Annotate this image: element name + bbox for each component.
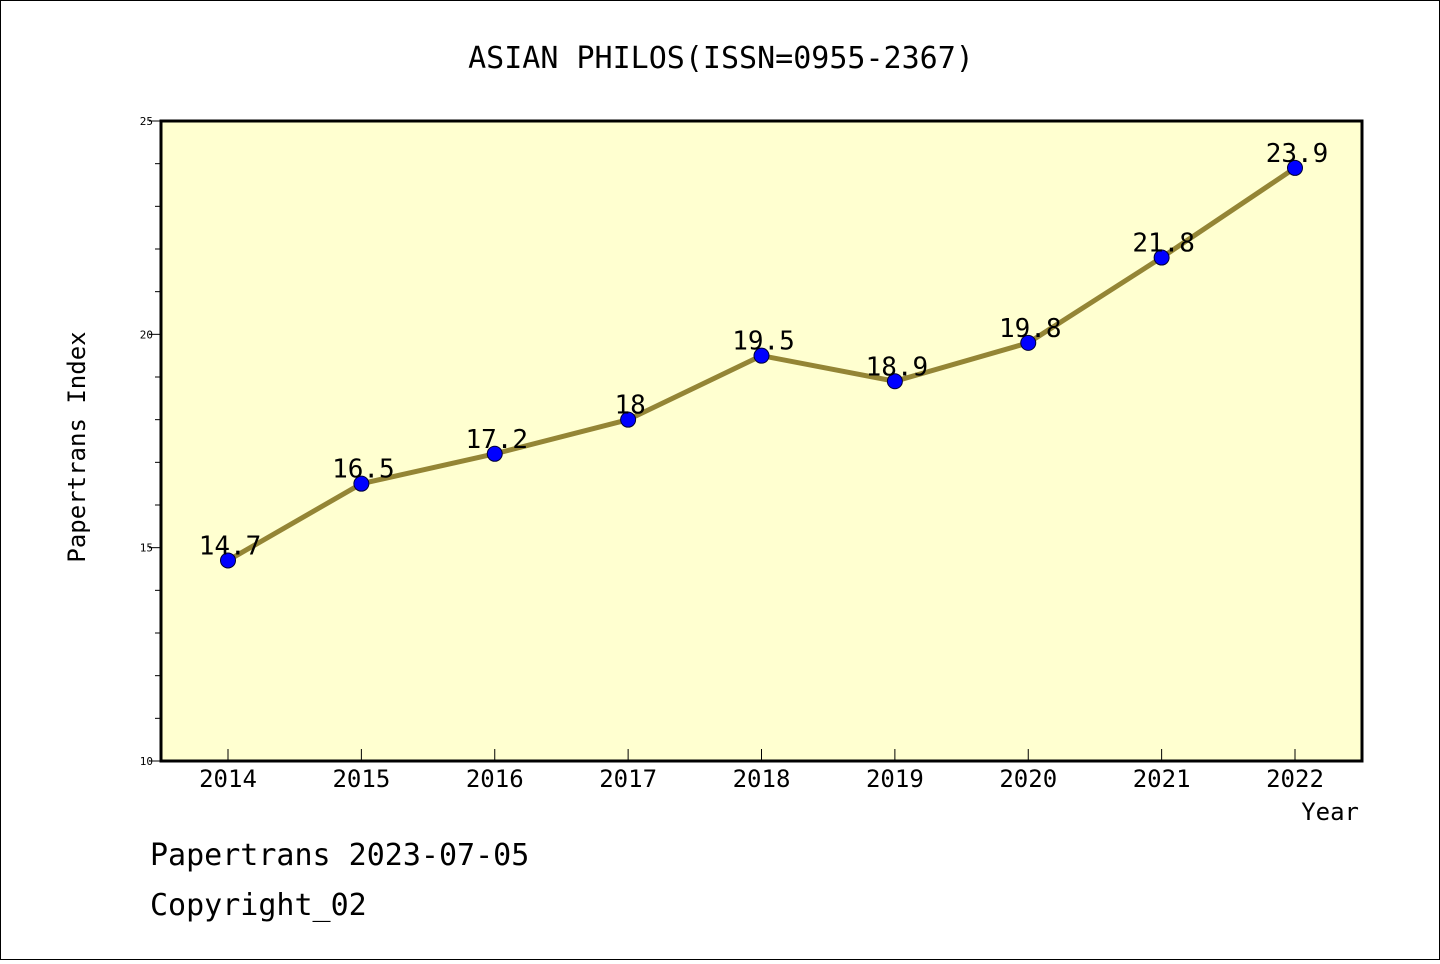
y-tick-label: 25 [140, 115, 153, 128]
y-tick-label: 15 [140, 542, 153, 555]
data-point [353, 475, 370, 492]
data-label: 16.5 [332, 455, 395, 485]
data-label: 19.5 [732, 327, 795, 357]
y-axis: 10 15 20 25 [140, 115, 161, 768]
series-layer [220, 159, 1303, 569]
data-label: 18 [614, 391, 645, 421]
data-point [1020, 334, 1037, 351]
x-tick-label: 2020 [999, 765, 1057, 793]
x-tick-label: 2017 [599, 765, 657, 793]
x-tick-label: 2014 [199, 765, 257, 793]
y-axis-label: Papertrans Index [63, 331, 91, 562]
x-tick-label: 2022 [1266, 765, 1324, 793]
data-point [1287, 159, 1303, 176]
x-tick-label: 2016 [466, 765, 524, 793]
footer-copyright: Copyright_02 [150, 888, 367, 923]
x-axis: 2014 2015 2016 2017 2018 2019 2020 2021 2022 [199, 749, 1324, 793]
plot-area [159, 119, 1364, 763]
x-axis-label: Year [1301, 798, 1359, 826]
data-labels: 14.7 16.5 17.2 18 19.5 18.9 19.8 21.8 23.9 [199, 139, 1329, 562]
footer-date: Papertrans 2023-07-05 [150, 838, 529, 873]
data-point [620, 411, 637, 428]
x-tick-label: 2018 [733, 765, 791, 793]
x-tick-label: 2021 [1133, 765, 1191, 793]
data-point [486, 445, 503, 462]
y-tick-label: 20 [140, 328, 153, 341]
x-tick-label: 2019 [866, 765, 924, 793]
data-point [753, 347, 770, 364]
data-point [886, 373, 903, 390]
data-label: 17.2 [465, 425, 528, 455]
data-label: 18.9 [866, 352, 929, 382]
data-label: 19.8 [999, 314, 1062, 344]
x-tick-label: 2015 [332, 765, 390, 793]
data-label: 21.8 [1132, 229, 1195, 259]
data-point [220, 552, 236, 569]
data-label: 23.9 [1266, 139, 1329, 169]
y-tick-label: 10 [140, 755, 153, 768]
data-label: 14.7 [199, 531, 262, 561]
chart-title: ASIAN PHILOS(ISSN=0955-2367) [468, 41, 974, 76]
data-point [1153, 249, 1170, 266]
